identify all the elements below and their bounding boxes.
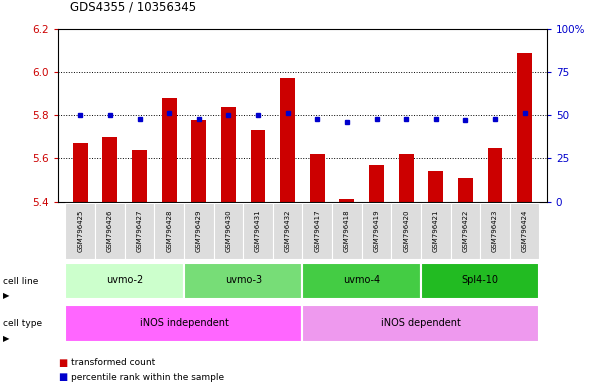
Text: GSM796427: GSM796427 xyxy=(136,210,142,252)
FancyBboxPatch shape xyxy=(125,203,155,259)
Bar xyxy=(340,199,354,202)
Text: GSM796417: GSM796417 xyxy=(314,209,320,252)
FancyBboxPatch shape xyxy=(391,203,421,259)
Bar xyxy=(458,178,473,202)
Text: iNOS independent: iNOS independent xyxy=(139,318,229,328)
FancyBboxPatch shape xyxy=(65,305,302,342)
Text: GSM796429: GSM796429 xyxy=(196,210,202,252)
Bar xyxy=(73,143,87,202)
Bar xyxy=(369,165,384,202)
FancyBboxPatch shape xyxy=(273,203,302,259)
Bar xyxy=(488,147,502,202)
Text: GSM796426: GSM796426 xyxy=(107,210,113,252)
Bar xyxy=(518,53,532,202)
Text: GSM796428: GSM796428 xyxy=(166,210,172,252)
Text: percentile rank within the sample: percentile rank within the sample xyxy=(71,372,225,382)
FancyBboxPatch shape xyxy=(332,203,362,259)
Text: GSM796421: GSM796421 xyxy=(433,210,439,252)
FancyBboxPatch shape xyxy=(184,263,302,300)
FancyBboxPatch shape xyxy=(155,203,184,259)
Bar xyxy=(132,150,147,202)
Bar xyxy=(280,78,295,202)
Text: GSM796430: GSM796430 xyxy=(225,209,232,252)
Text: GSM796418: GSM796418 xyxy=(344,209,350,252)
FancyBboxPatch shape xyxy=(95,203,125,259)
Text: iNOS dependent: iNOS dependent xyxy=(381,318,461,328)
Bar xyxy=(191,119,206,202)
FancyBboxPatch shape xyxy=(184,203,214,259)
Text: GSM796419: GSM796419 xyxy=(373,209,379,252)
Text: GSM796431: GSM796431 xyxy=(255,209,261,252)
FancyBboxPatch shape xyxy=(302,203,332,259)
Text: GSM796423: GSM796423 xyxy=(492,210,498,252)
Bar xyxy=(103,137,117,202)
Text: ▶: ▶ xyxy=(3,334,10,343)
Bar xyxy=(221,107,236,202)
Text: GSM796420: GSM796420 xyxy=(403,210,409,252)
Text: GSM796425: GSM796425 xyxy=(77,210,83,252)
FancyBboxPatch shape xyxy=(480,203,510,259)
FancyBboxPatch shape xyxy=(65,203,95,259)
Bar xyxy=(310,154,324,202)
FancyBboxPatch shape xyxy=(421,263,540,300)
Text: GDS4355 / 10356345: GDS4355 / 10356345 xyxy=(70,0,196,13)
Text: ■: ■ xyxy=(58,372,67,382)
Bar xyxy=(428,171,443,202)
Text: uvmo-3: uvmo-3 xyxy=(225,275,262,285)
Bar xyxy=(162,98,177,202)
FancyBboxPatch shape xyxy=(510,203,540,259)
Text: cell type: cell type xyxy=(3,319,42,328)
Text: GSM796424: GSM796424 xyxy=(522,210,528,252)
Text: ▶: ▶ xyxy=(3,291,10,300)
Text: uvmo-2: uvmo-2 xyxy=(106,275,144,285)
FancyBboxPatch shape xyxy=(362,203,391,259)
FancyBboxPatch shape xyxy=(302,263,421,300)
Text: cell line: cell line xyxy=(3,277,38,286)
FancyBboxPatch shape xyxy=(421,203,450,259)
FancyBboxPatch shape xyxy=(302,305,540,342)
Text: GSM796432: GSM796432 xyxy=(285,210,291,252)
Text: Spl4-10: Spl4-10 xyxy=(462,275,499,285)
Text: ■: ■ xyxy=(58,358,67,368)
FancyBboxPatch shape xyxy=(450,203,480,259)
Text: uvmo-4: uvmo-4 xyxy=(343,275,380,285)
FancyBboxPatch shape xyxy=(214,203,243,259)
Bar xyxy=(399,154,414,202)
Bar xyxy=(251,130,265,202)
Text: transformed count: transformed count xyxy=(71,358,156,367)
FancyBboxPatch shape xyxy=(65,263,184,300)
Text: GSM796422: GSM796422 xyxy=(463,210,469,252)
FancyBboxPatch shape xyxy=(243,203,273,259)
